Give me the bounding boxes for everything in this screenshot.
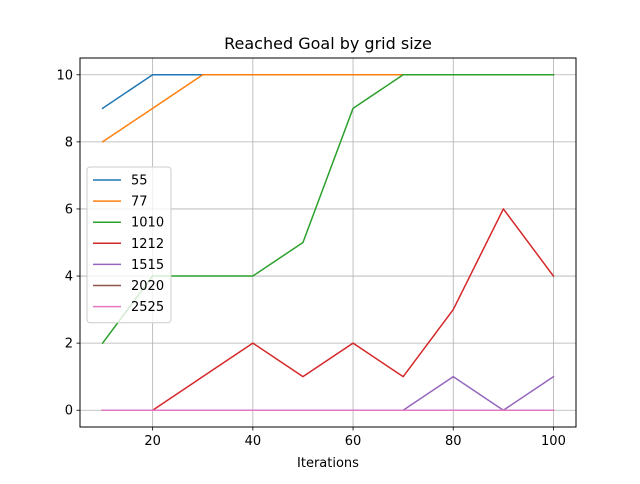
chart-title: Reached Goal by grid size: [224, 34, 432, 53]
y-tick-label: 6: [65, 202, 73, 217]
x-tick-label: 80: [445, 434, 462, 449]
plot-area-frame: [79, 57, 577, 428]
y-tick-label: 0: [65, 404, 73, 419]
legend-label: 1212: [131, 237, 164, 252]
legend-label: 1515: [131, 258, 164, 273]
y-tick-label: 2: [65, 337, 73, 352]
legend: 55 77 1010 1212 1515 2020 2525: [86, 166, 172, 324]
y-tick-label: 8: [65, 135, 73, 150]
x-tick-label: 60: [345, 434, 362, 449]
y-tick-label: 10: [56, 68, 73, 83]
axis-ticks: 20 40 60 80 100 0 2 4 6 8 10: [56, 68, 565, 449]
legend-label: 2525: [131, 300, 164, 315]
legend-box: [86, 166, 172, 324]
y-tick-label: 4: [65, 270, 73, 285]
legend-label: 77: [131, 195, 148, 210]
series-lines: [101, 74, 555, 411]
legend-label: 1010: [131, 216, 164, 231]
x-tick-label: 40: [245, 434, 262, 449]
legend-label: 55: [131, 174, 148, 189]
x-tick-label: 100: [541, 434, 566, 449]
x-tick-label: 20: [144, 434, 161, 449]
series-line-1212: [101, 208, 555, 411]
series-line-1010: [101, 74, 555, 345]
legend-label: 2020: [131, 279, 164, 294]
x-axis-label: Iterations: [297, 456, 359, 471]
